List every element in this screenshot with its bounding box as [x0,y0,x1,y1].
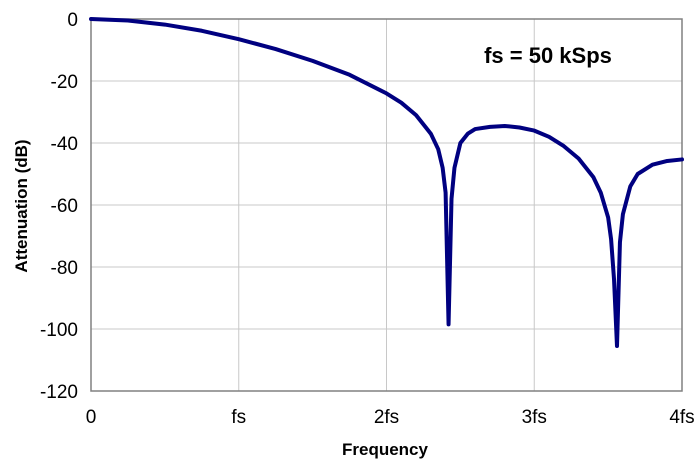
y-tick-label: 0 [67,10,78,31]
y-axis-title: Attenuation (dB) [12,139,31,272]
y-tick-label: -60 [51,196,78,217]
x-tick-label: 0 [86,407,97,428]
plot-frame [90,18,683,392]
y-tick-label: -40 [51,134,78,155]
sample-rate-annotation: fs = 50 kSps [484,43,612,68]
y-tick-label: -20 [51,72,78,93]
x-tick-label: 2fs [374,407,399,428]
x-tick-label: 4fs [669,407,694,428]
y-tick-labels: 0 -20 -40 -60 -80 -100 -120 [40,10,78,403]
grid [90,18,683,392]
attenuation-series-line [89,17,684,349]
y-tick-label: -120 [40,382,78,403]
x-tick-labels: 0 fs 2fs 3fs 4fs [86,407,695,428]
y-tick-label: -100 [40,320,78,341]
x-tick-label: fs [231,407,246,428]
x-axis-title: Frequency [342,440,429,459]
x-tick-label: 3fs [522,407,547,428]
series-group [89,17,684,349]
y-tick-label: -80 [51,258,78,279]
